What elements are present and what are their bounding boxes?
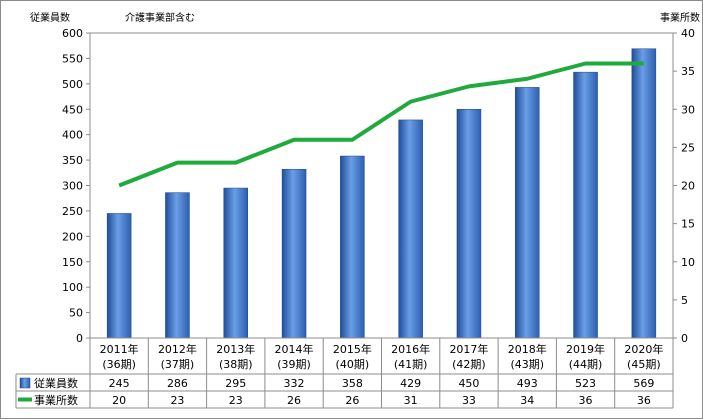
category-label: (38期)	[219, 358, 253, 371]
bar	[631, 48, 657, 339]
left-axis-label: 従業員数	[30, 13, 70, 24]
category-label: (39期)	[277, 358, 311, 371]
category-label: 2011年	[100, 342, 139, 356]
right-tick-label: 0	[681, 332, 688, 345]
category-label: 2018年	[508, 342, 547, 356]
table-value: 33	[462, 394, 476, 407]
table-value: 36	[579, 394, 593, 407]
left-tick-label: 100	[62, 281, 83, 294]
category-label: (44期)	[569, 358, 603, 371]
category-label: (41期)	[394, 358, 428, 371]
left-tick-label: 450	[62, 103, 83, 116]
table-value: 286	[167, 377, 188, 390]
series-line	[118, 61, 644, 188]
annotation-label: 介護事業部含む	[125, 13, 195, 24]
bar	[515, 87, 540, 339]
table-value: 523	[575, 377, 596, 390]
left-tick-label: 200	[62, 230, 83, 243]
left-tick-label: 250	[62, 205, 83, 218]
table-value: 569	[633, 377, 654, 390]
legend-label: 事業所数	[34, 394, 78, 407]
legend-key-bars	[19, 377, 31, 389]
category-label: 2012年	[158, 342, 197, 356]
category-label: 2017年	[449, 342, 488, 356]
category-label: 2013年	[216, 342, 255, 356]
bar	[398, 119, 423, 339]
right-tick-label: 40	[681, 27, 695, 40]
right-axis-label: 事業所数	[660, 13, 700, 24]
table-value: 295	[225, 377, 246, 390]
table-value: 26	[287, 394, 301, 407]
right-tick-label: 15	[681, 218, 695, 231]
table-value: 245	[109, 377, 130, 390]
right-tick-label: 35	[681, 65, 695, 78]
table-value: 26	[345, 394, 359, 407]
left-tick-label: 350	[62, 154, 83, 167]
table-value: 332	[284, 377, 305, 390]
table-value: 31	[404, 394, 418, 407]
category-label: (40期)	[336, 358, 370, 371]
category-label: (45期)	[627, 358, 661, 371]
table-value: 36	[637, 394, 651, 407]
left-tick-label: 500	[62, 78, 83, 91]
table-value: 20	[112, 394, 126, 407]
right-tick-label: 10	[681, 256, 695, 269]
legend-label: 従業員数	[34, 377, 78, 390]
table-value: 429	[400, 377, 421, 390]
table-value: 358	[342, 377, 363, 390]
category-label: 2020年	[624, 342, 663, 356]
bar	[456, 109, 482, 339]
category-label: (43期)	[510, 358, 544, 371]
left-tick-label: 300	[62, 180, 83, 193]
bar	[281, 168, 307, 339]
category-label: (42期)	[452, 358, 486, 371]
table-value: 450	[458, 377, 479, 390]
category-label: 2016年	[391, 342, 430, 356]
table-value: 23	[170, 394, 184, 407]
bar	[106, 213, 132, 339]
left-tick-label: 0	[76, 332, 83, 345]
table-value: 493	[517, 377, 538, 390]
right-tick-label: 30	[681, 103, 695, 116]
table-value: 34	[520, 394, 534, 407]
bar	[223, 187, 248, 339]
right-tick-label: 5	[681, 294, 688, 307]
category-label: (37期)	[161, 358, 195, 371]
right-tick-label: 20	[681, 180, 695, 193]
category-label: 2014年	[275, 342, 314, 356]
left-tick-label: 150	[62, 256, 83, 269]
category-label: 2019年	[566, 342, 605, 356]
left-tick-label: 50	[69, 307, 83, 320]
left-tick-label: 600	[62, 27, 83, 40]
category-label: (36期)	[102, 358, 136, 371]
bar	[165, 192, 190, 339]
category-label: 2015年	[333, 342, 372, 356]
left-tick-label: 550	[62, 52, 83, 65]
left-tick-label: 400	[62, 129, 83, 142]
table-value: 23	[229, 394, 243, 407]
right-tick-label: 25	[681, 141, 695, 154]
bar	[573, 71, 598, 339]
bar	[340, 155, 365, 339]
